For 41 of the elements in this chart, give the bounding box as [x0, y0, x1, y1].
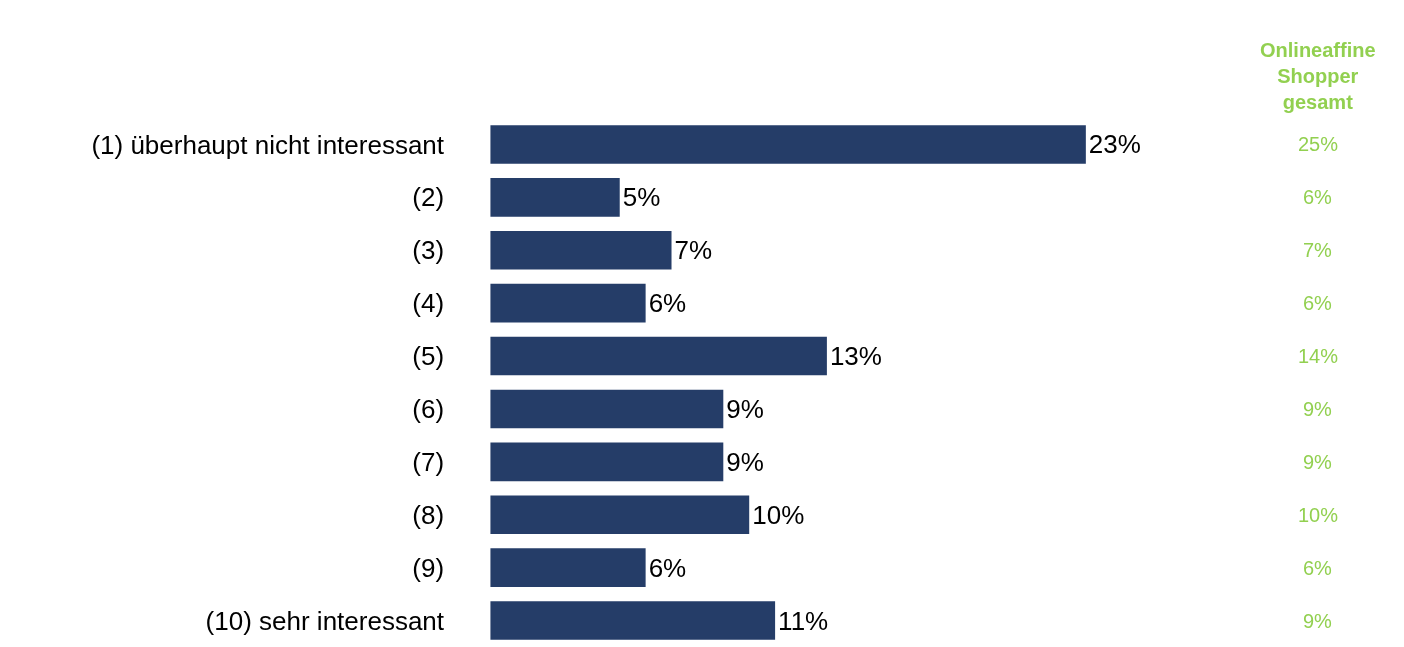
data-label: 9%	[726, 393, 764, 424]
data-label: 23%	[1088, 129, 1141, 160]
bar	[490, 178, 620, 217]
bar	[490, 548, 646, 587]
y-tick-label: (8)	[412, 499, 445, 530]
bar	[490, 601, 776, 640]
text: 25%	[1298, 133, 1339, 155]
data-label: 9%	[726, 446, 764, 477]
data-label: 11%	[778, 605, 829, 636]
data-label: 13%	[829, 341, 882, 372]
bar	[490, 230, 672, 270]
bar	[490, 442, 724, 482]
y-tick-label: (7)	[412, 446, 445, 477]
data-label: 10%	[752, 499, 805, 530]
y-tick-label: (9)	[412, 552, 445, 583]
text: 9%	[1303, 451, 1333, 473]
text: 14%	[1298, 345, 1339, 367]
y-tick-label: (3)	[412, 235, 445, 266]
bar	[490, 336, 827, 376]
text: 6%	[1303, 292, 1333, 314]
y-tick-label: (5)	[412, 341, 445, 372]
text: 9%	[1303, 398, 1333, 420]
data-label: 7%	[674, 235, 713, 266]
text: 6%	[1303, 186, 1333, 208]
data-label: 6%	[648, 288, 687, 319]
y-tick-label: (4)	[412, 288, 445, 319]
bar	[490, 495, 750, 535]
y-tick-label: (10) sehr interessant	[205, 605, 445, 636]
text: 6%	[1303, 557, 1333, 579]
text: Onlineaffine Shopper gesamt	[1260, 39, 1376, 113]
text: 9%	[1303, 610, 1333, 632]
bar	[490, 389, 724, 429]
bar	[490, 125, 1086, 164]
y-tick-label: (1) überhaupt nicht interessant	[91, 129, 445, 160]
text: 10%	[1298, 504, 1339, 526]
data-label: 5%	[622, 182, 661, 213]
y-tick-label: (6)	[412, 394, 445, 425]
bar	[490, 283, 646, 323]
data-label: 6%	[648, 552, 687, 583]
text: 7%	[1303, 239, 1333, 261]
y-tick-label: (2)	[412, 182, 445, 213]
